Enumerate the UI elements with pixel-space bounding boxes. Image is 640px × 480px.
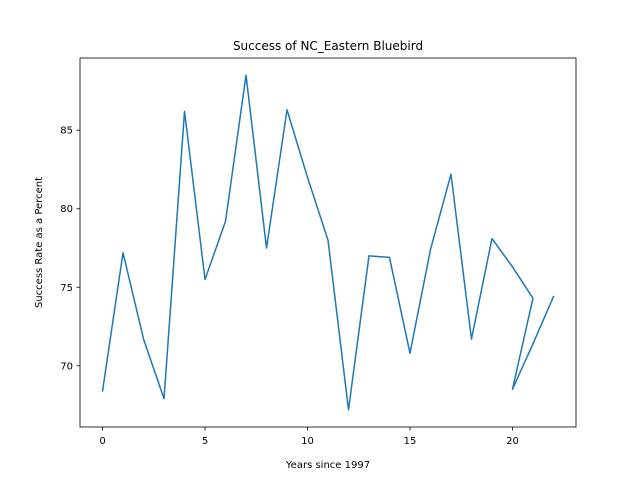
y-tick-label-70: 70 bbox=[60, 361, 73, 372]
x-tick-label-15: 15 bbox=[404, 436, 417, 447]
y-axis-label: Success Rate as a Percent bbox=[34, 177, 45, 308]
axes-frame bbox=[79, 57, 577, 428]
x-tick-label-10: 10 bbox=[301, 436, 314, 447]
chart-title: Success of NC_Eastern Bluebird bbox=[233, 39, 423, 53]
y-tick-label-75: 75 bbox=[60, 283, 73, 294]
x-tick-label-5: 5 bbox=[202, 436, 208, 447]
x-tick-label-0: 0 bbox=[99, 436, 105, 447]
y-tick-label-80: 80 bbox=[60, 204, 73, 215]
x-tick-label-20: 20 bbox=[506, 436, 519, 447]
series-line-1 bbox=[101, 74, 555, 411]
plot-area bbox=[101, 74, 555, 411]
y-tick-label-85: 85 bbox=[60, 126, 73, 137]
x-axis-label: Years since 1997 bbox=[285, 460, 370, 471]
